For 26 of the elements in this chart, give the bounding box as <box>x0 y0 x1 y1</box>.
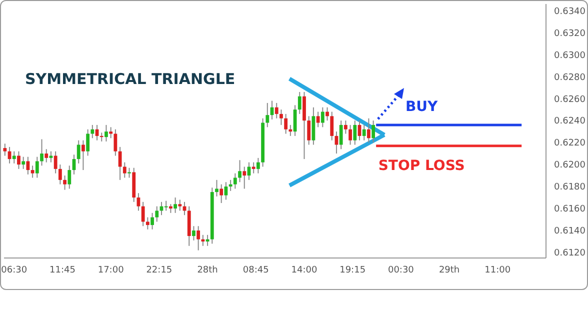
x-tick-label: 14:00 <box>291 265 318 276</box>
y-tick-label: 0.6340 <box>554 6 586 17</box>
y-tick-label: 0.6320 <box>554 28 586 39</box>
x-tick-label: 28th <box>197 265 218 276</box>
text: SYMMETRICAL TRIANGLE <box>25 70 236 88</box>
x-tick-label: 06:30 <box>1 265 28 276</box>
series-label: STOP LOSS <box>378 158 465 174</box>
x-tick-label: 11:00 <box>484 265 511 276</box>
y-tick-label: 0.6220 <box>554 138 586 149</box>
x-tick-label: 00:30 <box>388 265 414 276</box>
y-tick-label: 0.6140 <box>554 226 586 237</box>
x-tick-label: 11:45 <box>50 265 76 276</box>
x-tick-label: 19:15 <box>340 265 366 276</box>
y-tick-label: 0.6120 <box>554 248 586 259</box>
legend-label: BUY <box>406 98 439 115</box>
x-tick-label: 08:45 <box>242 265 269 276</box>
y-tick-label: 0.6160 <box>554 204 586 215</box>
x-tick-label: 22:15 <box>146 265 172 276</box>
y-tick-label: 0.6240 <box>554 116 586 127</box>
y-tick-label: 0.6260 <box>554 94 586 105</box>
x-tick-label: 29th <box>438 265 460 276</box>
y-tick-label: 0.6180 <box>554 182 586 193</box>
y-tick-label: 0.6300 <box>554 50 586 61</box>
y-tick-label: 0.6280 <box>554 72 586 83</box>
y-tick-label: 0.6200 <box>554 160 586 171</box>
x-tick-label: 17:00 <box>98 265 124 276</box>
